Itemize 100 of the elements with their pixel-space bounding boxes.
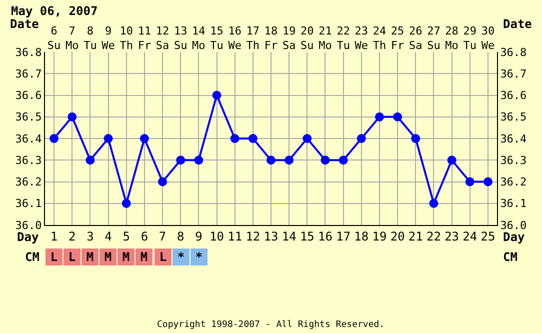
x2-tick-label: 30 We [481, 24, 495, 52]
x-tick-label: 22 [426, 229, 441, 244]
point [194, 156, 204, 165]
x-tick-label: 13 [264, 229, 278, 244]
y2-tick-label: 36.1 [500, 197, 527, 210]
x-tick-label: 5 [122, 229, 130, 244]
x2-axis-title: Date [503, 17, 532, 31]
text: M [86, 250, 94, 264]
x-tick-label: 18 [354, 229, 369, 244]
point [68, 112, 77, 122]
x-tick-label: 21 [408, 229, 423, 244]
point [248, 134, 258, 143]
point [50, 134, 59, 143]
point [104, 134, 113, 143]
y-tick-label: 36.8 [15, 46, 42, 59]
text: Day [17, 230, 39, 244]
x2-tick-label: 8 Tu [84, 24, 97, 52]
point [86, 156, 95, 165]
text: * [195, 250, 203, 264]
x-tick-label: 1 [50, 229, 58, 244]
y2-tick-label: 36.5 [500, 110, 527, 124]
x-axis-title: Day [503, 230, 525, 244]
text: L [50, 250, 58, 264]
text: Date [10, 17, 39, 31]
x-tick-label: 23 [444, 229, 460, 244]
x2-tick-label: 20 Su [300, 24, 314, 52]
x2-tick-label: 11 Fr [138, 24, 152, 52]
point [374, 112, 384, 122]
x-tick-label: 4 [104, 229, 112, 244]
x-tick-label: 2 [68, 229, 76, 244]
x-tick-label: 8 [176, 229, 184, 244]
point [320, 156, 330, 165]
x-tick-label: 20 [390, 229, 405, 244]
x-tick-label: 6 [140, 229, 148, 244]
y-tick-label: 36.2 [15, 176, 42, 189]
text: L [159, 250, 167, 264]
x2-tick-label: 28 Mo [445, 24, 458, 52]
x-tick-label: 12 [246, 229, 260, 244]
text: M [122, 250, 130, 264]
x-tick-label: 19 [372, 229, 387, 244]
x2-tick-label: 14 Mo [192, 24, 206, 52]
x2-tick-label: 29 Tu [463, 24, 477, 52]
point [284, 156, 294, 165]
text: CM [25, 250, 40, 264]
point [266, 156, 276, 165]
text: L [68, 250, 76, 264]
point [230, 134, 240, 143]
point [465, 177, 474, 186]
x2-tick-label: 13 Su [174, 24, 188, 52]
x2-tick-label: 19 Sa [282, 24, 296, 52]
point [212, 90, 222, 100]
text: M [104, 250, 112, 264]
x2-tick-label: 26 Sa [409, 24, 422, 52]
x-tick-label: 14 [282, 229, 296, 244]
x-tick-label: 3 [86, 229, 94, 244]
x2-tick-label: 24 Th [372, 24, 386, 52]
x-tick-label: 7 [158, 229, 166, 244]
y-tick-label: 36.4 [15, 132, 42, 146]
y2-tick-label: 36.0 [500, 218, 527, 232]
x2-tick-label: 25 Fr [390, 24, 405, 52]
point [393, 112, 402, 122]
y2-tick-label: 36.4 [500, 132, 528, 146]
x2-tick-label: 17 Th [246, 24, 260, 52]
y-tick-label: 36.7 [15, 67, 42, 80]
y-tick-label: 36.5 [15, 110, 42, 124]
x2-tick-label: 9 We [102, 24, 115, 52]
point [140, 134, 149, 143]
x-tick-label: 9 [195, 229, 202, 244]
y2-tick-label: 36.7 [500, 67, 527, 80]
point [356, 134, 366, 143]
y-tick-label: 36.6 [15, 89, 42, 102]
x-tick-label: 10 [210, 229, 224, 244]
x2-tick-label: 16 We [228, 24, 242, 52]
x2-tick-label: 6 Su [47, 24, 61, 52]
x2-tick-label: 12 Sa [156, 24, 170, 52]
point [483, 177, 492, 186]
point [158, 177, 168, 186]
x2-tick-label: 27 Su [427, 24, 440, 52]
y2-tick-label: 36.2 [500, 176, 527, 189]
y-tick-label: 36.3 [15, 154, 42, 167]
y2-tick-label: 36.6 [500, 89, 527, 102]
x-tick-label: 17 [336, 229, 351, 244]
x2-tick-label: 10 Th [120, 24, 133, 52]
y2-tick-label: 36.8 [500, 46, 527, 59]
x2-tick-label: 7 Mo [65, 24, 79, 52]
point [411, 134, 420, 143]
point [302, 134, 312, 143]
x-tick-label: 24 [462, 229, 478, 244]
x2-tick-label: 18 Fr [264, 24, 278, 52]
chart-title: May 06, 2007 [11, 4, 98, 18]
x2-tick-label: 22 Tu [336, 24, 350, 52]
y-tick-label: 36.0 [15, 218, 42, 232]
x-tick-label: 11 [228, 229, 242, 244]
x2-tick-label: 15 Tu [210, 24, 224, 52]
x-tick-label: 15 [300, 229, 314, 244]
text: CM [503, 250, 518, 264]
x-tick-label: 16 [318, 229, 332, 244]
point [122, 198, 131, 208]
text: * [177, 250, 185, 264]
x-tick-label: 25 [480, 229, 496, 244]
